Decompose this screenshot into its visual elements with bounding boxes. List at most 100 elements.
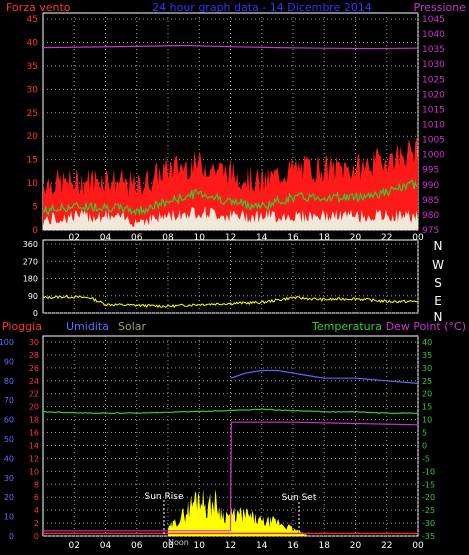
series-gust-area: [43, 136, 418, 230]
x-tick-label: 04: [100, 541, 112, 551]
y-tick-label-rain: 30: [29, 338, 39, 347]
y-tick-label-temperature: 15: [422, 403, 432, 412]
y-tick-label-humidity: 50: [4, 435, 14, 444]
x-tick-label: 10: [194, 233, 206, 243]
series-pressure-line: [42, 44, 419, 50]
y-tick-label-direction: 270: [23, 257, 38, 266]
y-tick-label-temperature: 0: [422, 441, 427, 450]
x-tick-label: 08: [162, 233, 174, 243]
y-tick-label-humidity: 100: [0, 338, 14, 347]
label-solar: Solar: [118, 320, 147, 333]
series-average-line: [42, 179, 419, 216]
y-tick-label-temperature: -25: [422, 506, 435, 515]
y-tick-label-rain: 24: [29, 377, 39, 386]
x-tick-label: 22: [381, 233, 392, 243]
label-pioggia: Pioggia: [2, 320, 42, 333]
x-tick-label: 14: [256, 233, 268, 243]
x-tick-label: 18: [319, 541, 331, 551]
x-tick-label: 22: [381, 541, 392, 551]
y-tick-label-temperature: -20: [422, 493, 435, 502]
compass-letter: W: [432, 258, 444, 272]
y-tick-label-rain: 26: [29, 364, 39, 373]
y-tick-label-pressure: 995: [422, 166, 439, 176]
y-tick-label-humidity: 60: [4, 416, 14, 425]
x-tick-label: 14: [256, 541, 268, 551]
y-tick-label-pressure: 1020: [422, 90, 445, 100]
x-tick-label: 16: [287, 233, 299, 243]
y-tick-label-direction: 90: [28, 292, 38, 301]
y-tick-label-temperature: -30: [422, 519, 435, 528]
y-tick-label-humidity: 30: [4, 474, 14, 483]
series-solar-area: [168, 488, 309, 536]
y-tick-label-humidity: 10: [4, 513, 14, 522]
y-tick-label-wind: 10: [27, 179, 39, 189]
y-tick-label-pressure: 980: [422, 211, 439, 221]
y-tick-label-direction: 360: [23, 240, 38, 249]
x-tick-label: 02: [69, 541, 80, 551]
y-tick-label-wind: 25: [27, 109, 38, 119]
header-left-label: Forza vento: [6, 1, 71, 14]
label-umidita: Umidita: [66, 320, 109, 333]
y-tick-label-rain: 10: [29, 467, 39, 476]
x-tick-label: 04: [100, 233, 112, 243]
y-tick-label-rain: 14: [29, 441, 39, 450]
sunset-label: Sun Set: [282, 493, 317, 503]
y-tick-label-rain: 4: [34, 506, 39, 515]
y-tick-label-humidity: 20: [4, 493, 14, 502]
y-tick-label-temperature: 5: [422, 429, 427, 438]
y-tick-label-humidity: 40: [4, 454, 14, 463]
y-tick-label-pressure: 990: [422, 181, 439, 191]
sunrise-label: Sun Rise: [145, 492, 184, 502]
y-tick-label-humidity: 90: [4, 357, 14, 366]
y-tick-label-wind: 40: [27, 38, 39, 48]
y-tick-label-wind: 35: [27, 62, 38, 72]
compass-letter: S: [434, 276, 442, 290]
y-tick-label-pressure: 1035: [422, 45, 445, 55]
x-tick-label: 08: [162, 541, 174, 551]
grid-layer: [43, 13, 419, 537]
compass-letter: N: [434, 239, 443, 253]
x-tick-label: 18: [319, 233, 331, 243]
compass-letter: N: [434, 310, 443, 324]
y-tick-label-wind: 20: [27, 132, 39, 142]
y-tick-label-temperature: 35: [422, 351, 432, 360]
y-tick-label-temperature: -5: [422, 454, 430, 463]
y-tick-label-rain: 0: [34, 532, 39, 541]
y-tick-label-humidity: 80: [4, 377, 14, 386]
x-tick-label: 16: [287, 541, 299, 551]
x-tick-label: 10: [194, 541, 206, 551]
y-tick-label-pressure: 1005: [422, 136, 445, 146]
y-tick-label-pressure: 1045: [422, 15, 445, 25]
x-tick-label: 06: [131, 233, 143, 243]
y-tick-label-pressure: 1030: [422, 60, 445, 70]
y-tick-label-direction: 0: [33, 309, 38, 318]
y-tick-label-pressure: 975: [422, 226, 439, 236]
y-tick-label-temperature: 30: [422, 364, 432, 373]
y-tick-label-rain: 20: [29, 403, 39, 412]
series-direction-line: [42, 294, 419, 309]
y-tick-label-wind: 5: [32, 203, 38, 213]
series-temperature-line: [42, 408, 419, 415]
header-right-label: Pressione: [414, 1, 467, 14]
y-tick-label-rain: 6: [34, 493, 39, 502]
y-tick-label-rain: 8: [34, 480, 39, 489]
compass-letter: E: [434, 294, 442, 308]
y-tick-label-rain: 22: [29, 390, 39, 399]
series-dewpoint-line: [43, 421, 419, 532]
x-tick-label: 06: [131, 541, 143, 551]
x-tick-label: 00: [412, 541, 424, 551]
x-tick-label: 12: [225, 233, 236, 243]
y-tick-label-pressure: 1015: [422, 105, 445, 115]
y-tick-label-pressure: 985: [422, 196, 439, 206]
y-tick-label-rain: 2: [34, 519, 39, 528]
y-tick-label-pressure: 1000: [422, 151, 445, 161]
y-tick-label-direction: 180: [23, 275, 38, 284]
y-tick-label-rain: 16: [29, 429, 39, 438]
y-tick-label-pressure: 1025: [422, 75, 445, 85]
x-tick-label: 12: [225, 541, 236, 551]
y-tick-label-temperature: 40: [422, 338, 432, 347]
x-tick-label: 20: [350, 233, 362, 243]
y-tick-label-temperature: 25: [422, 377, 432, 386]
y-tick-label-wind: 30: [27, 85, 39, 95]
